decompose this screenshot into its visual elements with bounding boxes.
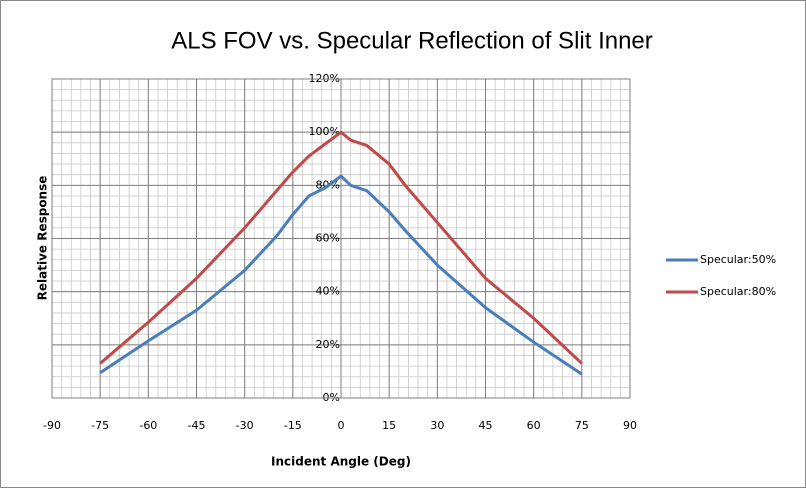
x-tick-label: 90 xyxy=(623,419,637,432)
x-tick-label: -45 xyxy=(188,419,206,432)
x-tick-label: -30 xyxy=(236,419,254,432)
plot-border xyxy=(51,78,631,399)
x-tick-label: -75 xyxy=(91,419,109,432)
x-tick-label: 0 xyxy=(338,419,345,432)
legend-label: Specular:80% xyxy=(700,285,776,298)
chart-title: ALS FOV vs. Specular Reflection of Slit … xyxy=(171,27,653,54)
x-tick-label: -90 xyxy=(43,419,61,432)
x-tick-label: 75 xyxy=(575,419,589,432)
x-tick-label: 45 xyxy=(479,419,493,432)
legend-label: Specular:50% xyxy=(700,253,776,266)
y-tick-label: 40% xyxy=(316,285,340,298)
series-line xyxy=(99,130,583,365)
x-tick-label: 60 xyxy=(527,419,541,432)
x-tick-label: -60 xyxy=(139,419,157,432)
y-tick-label: 100% xyxy=(309,125,340,138)
y-axis-label: Relative Response xyxy=(36,176,50,301)
series-line xyxy=(99,174,583,376)
x-tick-label: 30 xyxy=(430,419,444,432)
x-tick-label: 15 xyxy=(382,419,396,432)
y-tick-label: 60% xyxy=(316,232,340,245)
x-axis-label: Incident Angle (Deg) xyxy=(271,455,411,469)
y-tick-label: 20% xyxy=(316,338,340,351)
x-tick-label: -15 xyxy=(284,419,302,432)
